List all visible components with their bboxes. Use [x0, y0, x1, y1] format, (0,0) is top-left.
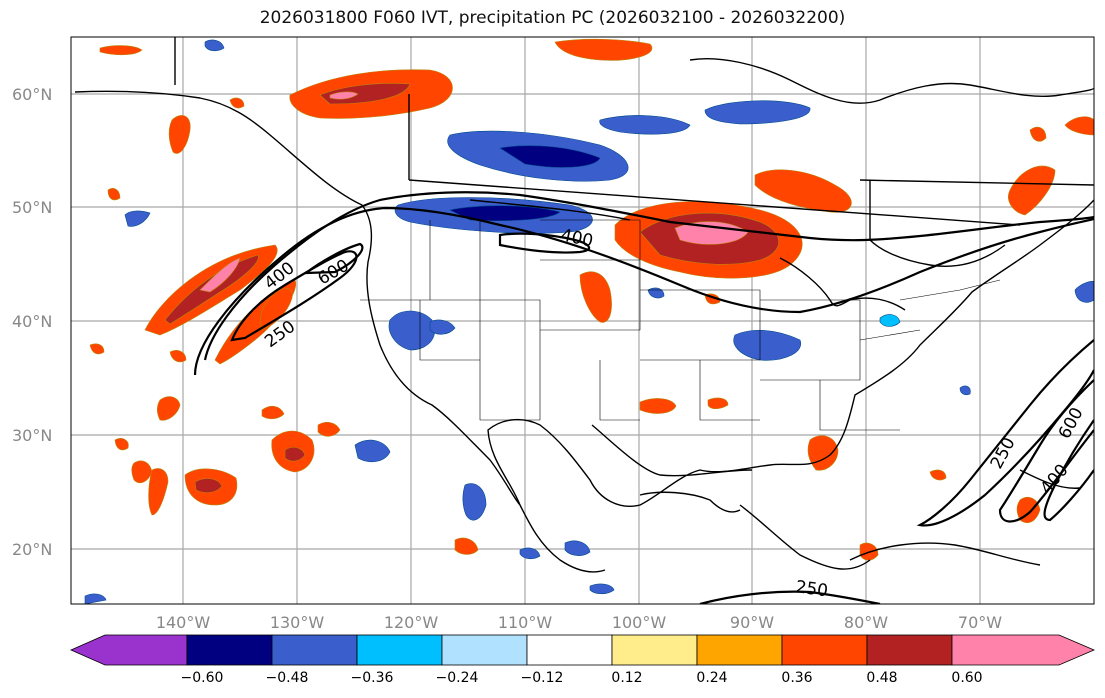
- colorbar-segment-2: [271, 634, 358, 666]
- colorbar-tick: 0.12: [611, 670, 642, 686]
- colorbar-tick: −0.24: [436, 670, 479, 686]
- coastlines-and-borders: [74, 37, 1094, 573]
- lat-label-20n: 20°N: [12, 540, 52, 559]
- colorbar-tick: 0.60: [951, 670, 982, 686]
- colorbar-segment-1: [186, 634, 273, 666]
- lat-label-60n: 60°N: [12, 85, 52, 104]
- colorbar-tick: −0.60: [181, 670, 224, 686]
- colorbar-tick: 0.24: [696, 670, 727, 686]
- lon-label-120w: 120°W: [384, 613, 439, 632]
- colorbar-segment-0: [70, 634, 188, 666]
- lat-label-40n: 40°N: [12, 312, 52, 331]
- lon-label-140w: 140°W: [156, 613, 211, 632]
- map-border: [70, 36, 1095, 605]
- colorbar-ticks: −0.60 −0.48 −0.36 −0.24 −0.12 0.12 0.24 …: [181, 670, 983, 686]
- state-borders: [360, 219, 1001, 431]
- colorbar: [70, 634, 1096, 666]
- negative-precip-anomalies: [84, 39, 1094, 604]
- map-plot-area: 400 600 250 400 250 600 400 250: [71, 37, 1094, 604]
- lat-label-50n: 50°N: [12, 198, 52, 217]
- colorbar-tick: −0.12: [521, 670, 564, 686]
- longitude-labels: 140°W 130°W 120°W 110°W 100°W 90°W 80°W …: [156, 613, 1002, 632]
- colorbar-segment-10: [951, 634, 1096, 666]
- colorbar-tick: −0.48: [266, 670, 309, 686]
- colorbar-segment-6: [611, 634, 698, 666]
- colorbar-tick: 0.48: [866, 670, 897, 686]
- lon-label-110w: 110°W: [498, 613, 553, 632]
- lon-label-130w: 130°W: [270, 613, 325, 632]
- colorbar-segment-7: [696, 634, 783, 666]
- lon-label-100w: 100°W: [612, 613, 667, 632]
- colorbar-segment-3: [356, 634, 443, 666]
- latitude-labels: 60°N 50°N 40°N 30°N 20°N: [12, 85, 52, 559]
- map-title: 2026031800 F060 IVT, precipitation PC (2…: [259, 8, 846, 28]
- lon-label-90w: 90°W: [730, 613, 774, 632]
- lat-label-30n: 30°N: [12, 426, 52, 445]
- lon-label-80w: 80°W: [844, 613, 888, 632]
- contour-label-250-south: 250: [794, 577, 829, 601]
- colorbar-tick: −0.36: [351, 670, 394, 686]
- colorbar-segment-8: [781, 634, 868, 666]
- colorbar-segment-5: [526, 634, 613, 666]
- colorbar-segment-4: [441, 634, 528, 666]
- ivt-contours: [193, 191, 1094, 604]
- colorbar-tick: 0.36: [781, 670, 812, 686]
- colorbar-segment-9: [866, 634, 953, 666]
- lon-label-70w: 70°W: [958, 613, 1002, 632]
